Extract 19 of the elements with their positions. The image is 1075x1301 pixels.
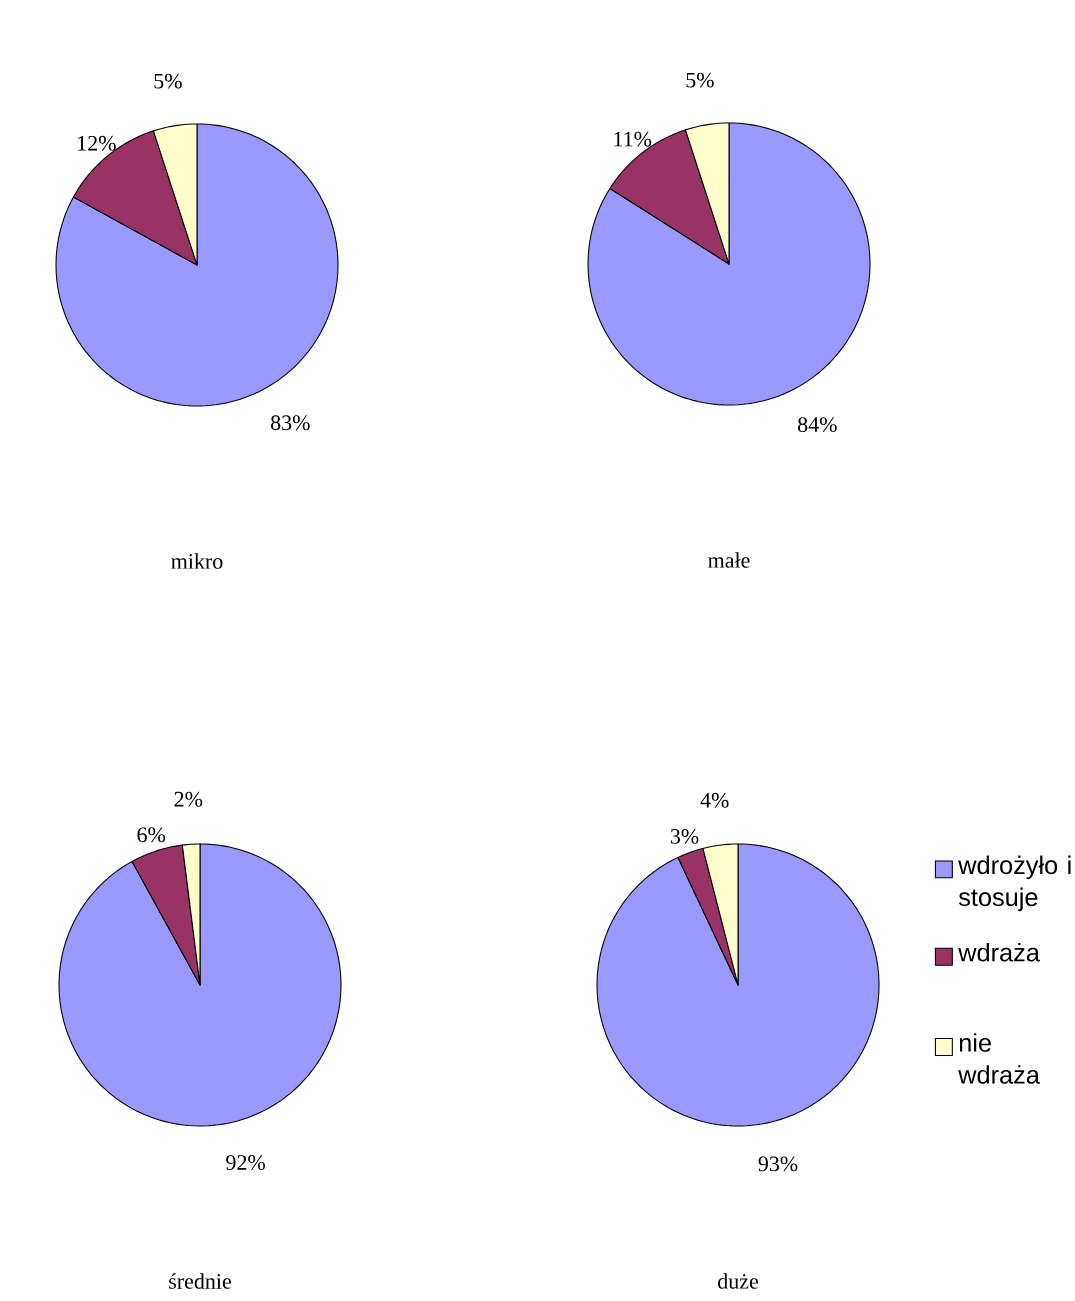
data-label: 5% bbox=[154, 73, 182, 89]
data-label: 12% bbox=[78, 135, 116, 151]
legend-label: wdrożyło i stosuje bbox=[958, 855, 1071, 912]
text: średnie bbox=[169, 1273, 231, 1289]
legend-label: wdraża bbox=[958, 942, 1040, 962]
data-label: 2% bbox=[174, 791, 203, 807]
data-label: 83% bbox=[270, 415, 310, 431]
text: mikro bbox=[171, 553, 223, 569]
data-label: 3% bbox=[670, 828, 699, 844]
data-label: 4% bbox=[700, 792, 729, 808]
legend-label: nie wdraża bbox=[958, 1033, 1040, 1084]
data-label: 5% bbox=[686, 72, 714, 88]
data-label: 92% bbox=[226, 1155, 265, 1170]
text: małe bbox=[708, 552, 750, 568]
text: duże bbox=[718, 1273, 758, 1289]
data-label: 6% bbox=[137, 827, 166, 843]
data-label: 93% bbox=[758, 1156, 798, 1172]
data-label: 84% bbox=[797, 417, 837, 433]
data-label: 11% bbox=[614, 131, 652, 147]
